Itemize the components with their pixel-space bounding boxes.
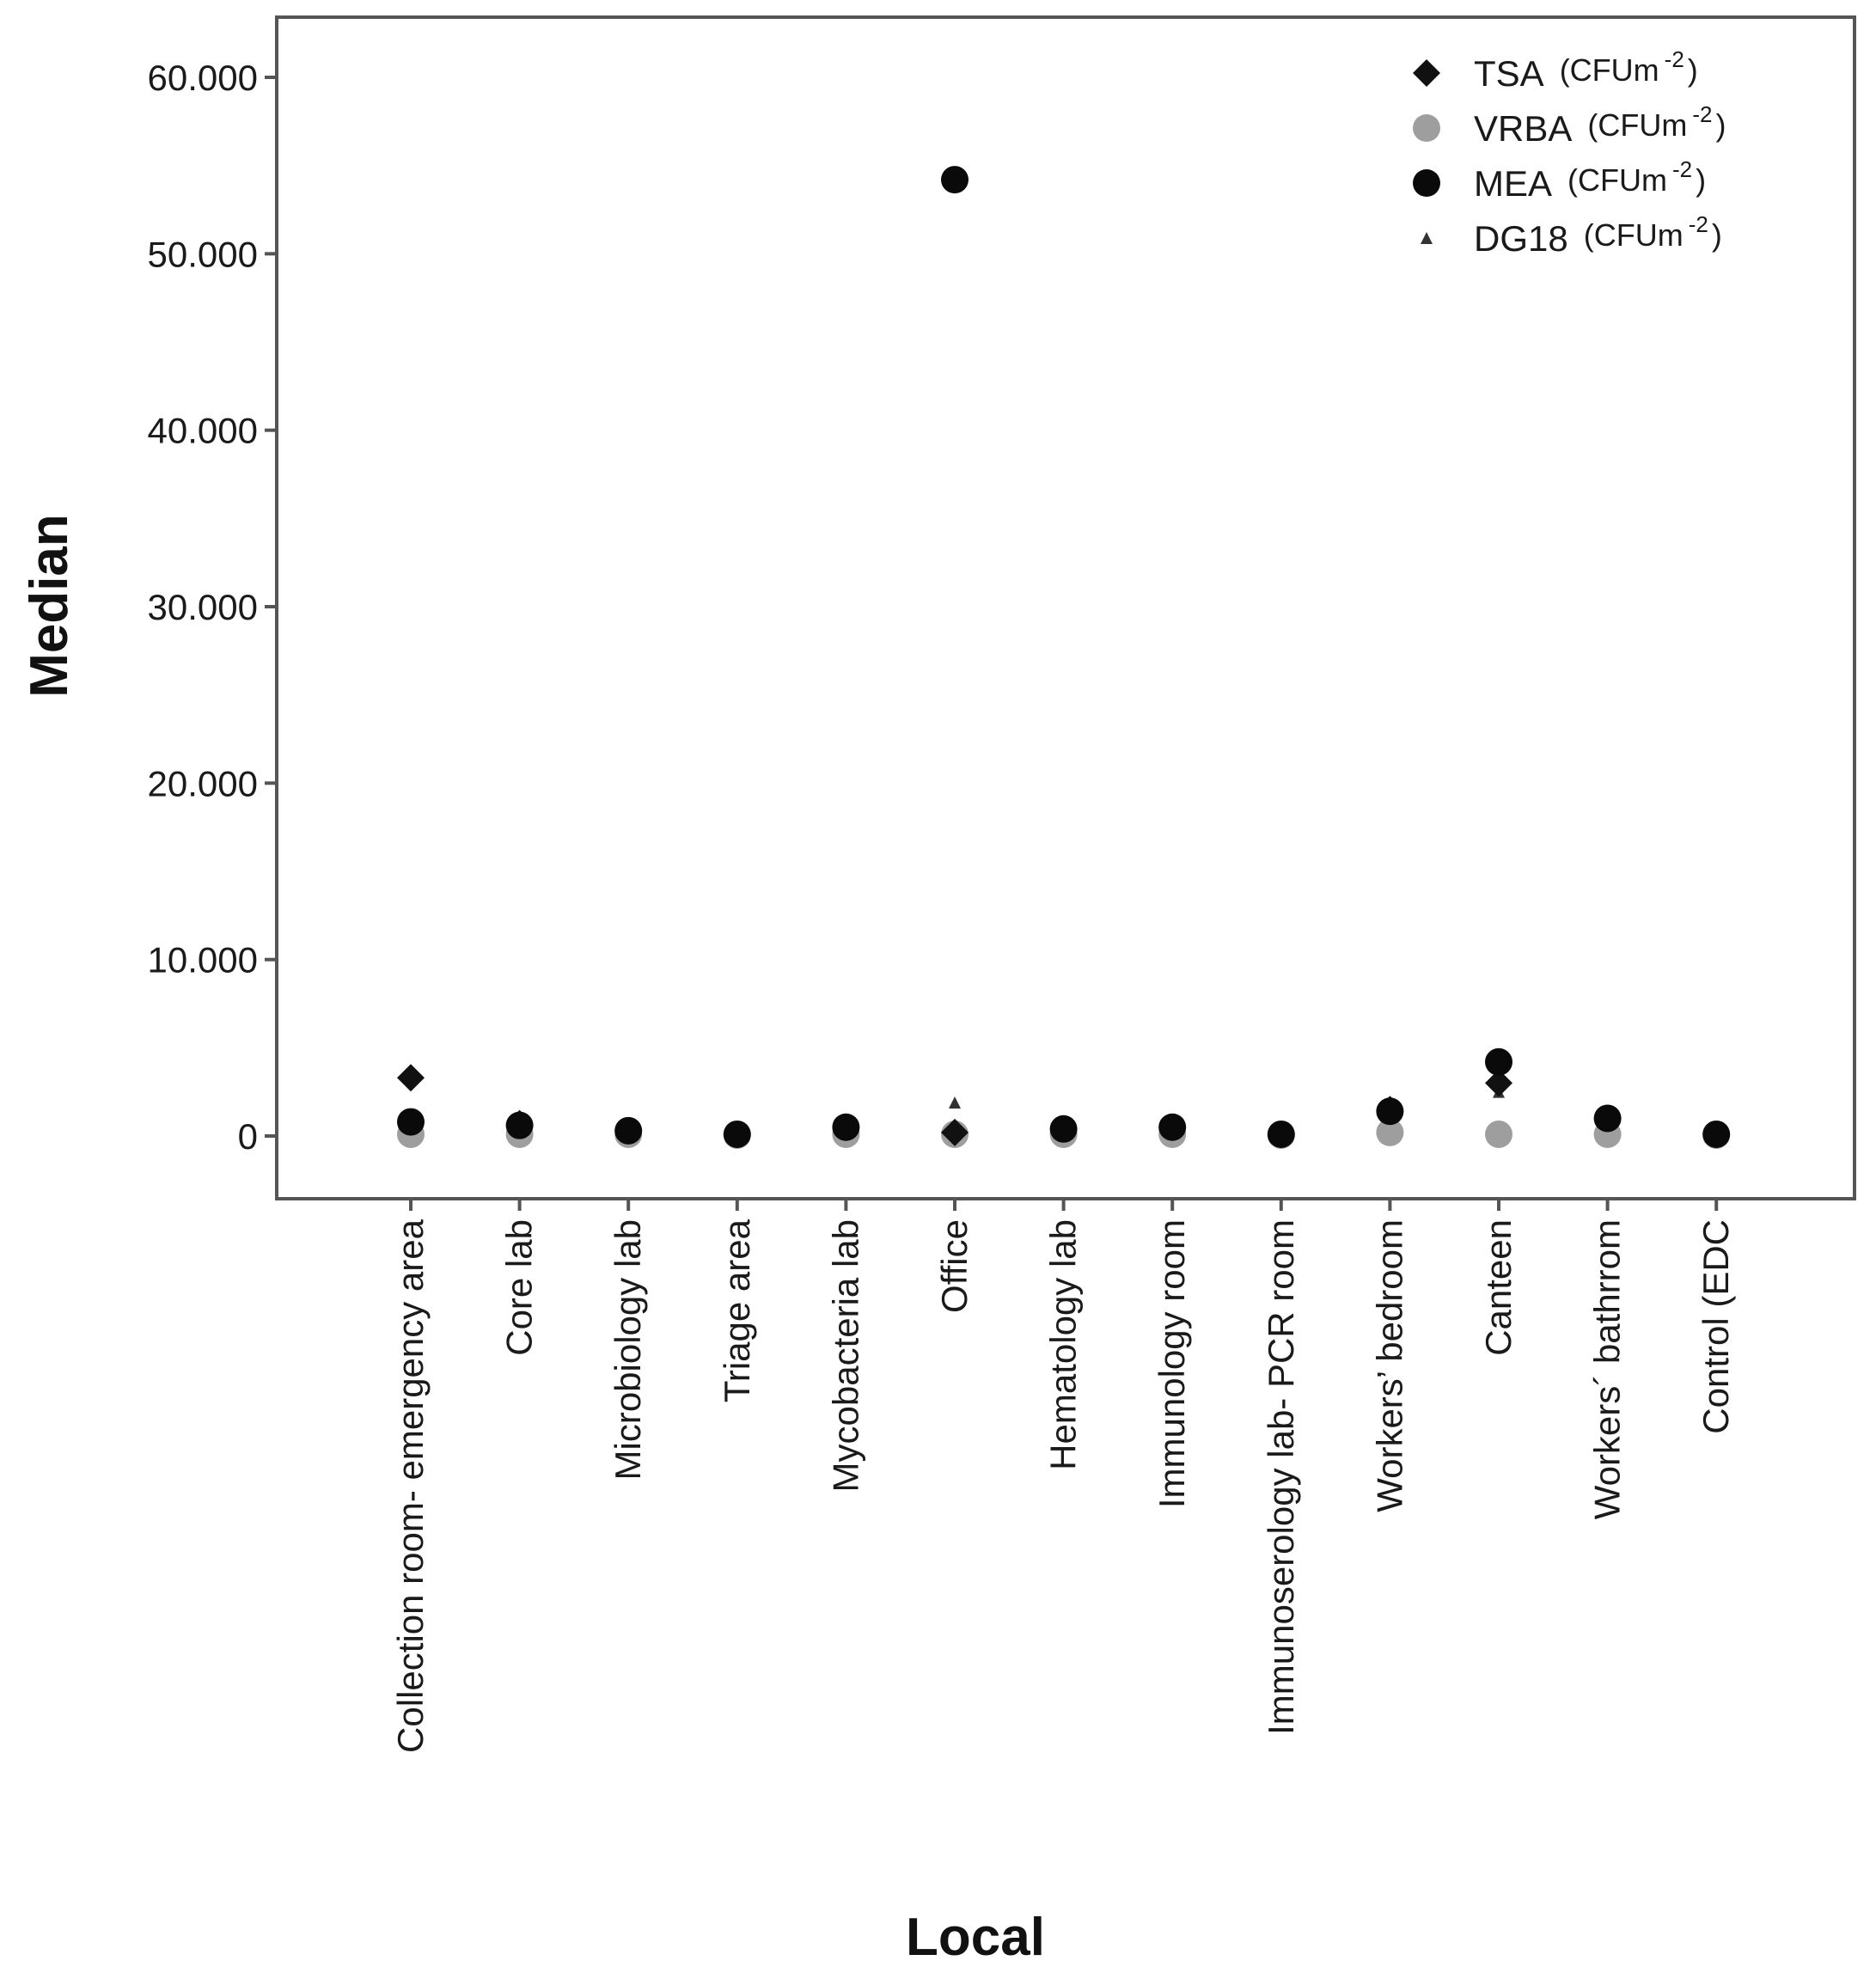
point-mea (941, 166, 969, 194)
legend-marker-dg18 (1421, 232, 1433, 244)
y-axis-title: Median (20, 514, 79, 698)
point-mea (1376, 1097, 1404, 1126)
legend-label-tsa: TSA (CFUm -2) (1474, 46, 1698, 94)
x-tick-label: Hematology lab (1043, 1219, 1084, 1470)
x-tick-label: Triage area (717, 1219, 757, 1402)
point-mea (1593, 1104, 1622, 1133)
x-axis: Collection room- emergency area Core lab M… (390, 1199, 1736, 1753)
y-tick-label: 60.000 (148, 58, 258, 98)
x-tick-label: Immunoserology lab- PCR room (1261, 1219, 1301, 1735)
y-tick-label: 10.000 (148, 940, 258, 980)
point-mea (1702, 1120, 1731, 1148)
point-tsa (1485, 1069, 1512, 1097)
y-axis: 0 10.000 20.000 30.000 40.000 50.000 60.000 (148, 58, 277, 1157)
legend-label-mea: MEA (CFUm -2) (1474, 156, 1706, 204)
point-vrba (1485, 1120, 1512, 1148)
x-tick-label: Workers’ bedroom (1369, 1219, 1409, 1512)
x-tick-label: Control (EDC (1696, 1219, 1736, 1434)
x-tick-label: Core lab (499, 1219, 540, 1356)
legend-marker-tsa (1413, 59, 1440, 87)
legend-label-vrba: VRBA (CFUm -2) (1474, 101, 1726, 149)
legend-marker-vrba (1413, 114, 1440, 142)
point-mea (505, 1111, 534, 1139)
point-mea (1158, 1113, 1187, 1141)
point-vrba (1376, 1118, 1404, 1146)
point-tsa (941, 1118, 969, 1146)
x-axis-title: Local (906, 1908, 1045, 1967)
point-mea (1049, 1115, 1078, 1143)
x-tick-label: Immunology room (1152, 1219, 1192, 1508)
point-mea (723, 1120, 751, 1148)
point-mea (397, 1108, 425, 1136)
x-tick-label: Workers´ bathrrom (1587, 1219, 1628, 1519)
y-tick-label: 0 (238, 1116, 258, 1157)
x-tick-label: Microbiology lab (608, 1219, 648, 1480)
y-tick-label: 20.000 (148, 763, 258, 803)
y-tick-label: 40.000 (148, 411, 258, 451)
point-dg18 (949, 1096, 961, 1109)
y-tick-label: 30.000 (148, 587, 258, 627)
point-mea (1485, 1048, 1512, 1076)
legend-marker-mea (1413, 169, 1440, 197)
point-tsa (397, 1064, 425, 1092)
legend-label-dg18: DG18 (CFUm -2) (1474, 211, 1722, 259)
x-tick-label: Collection room- emergency area (390, 1219, 431, 1753)
x-tick-label: Mycobacteria lab (825, 1219, 865, 1492)
point-mea (832, 1113, 860, 1141)
x-tick-label: Office (934, 1219, 975, 1313)
x-tick-label: Canteen (1478, 1219, 1519, 1356)
point-mea (614, 1116, 643, 1145)
y-tick-label: 50.000 (148, 234, 258, 274)
legend: TSA (CFUm -2) VRBA (CFUm -2) MEA (CFUm -2) DG18 (C… (1413, 46, 1726, 259)
point-mea (1267, 1120, 1295, 1148)
data-marks (397, 166, 1731, 1149)
